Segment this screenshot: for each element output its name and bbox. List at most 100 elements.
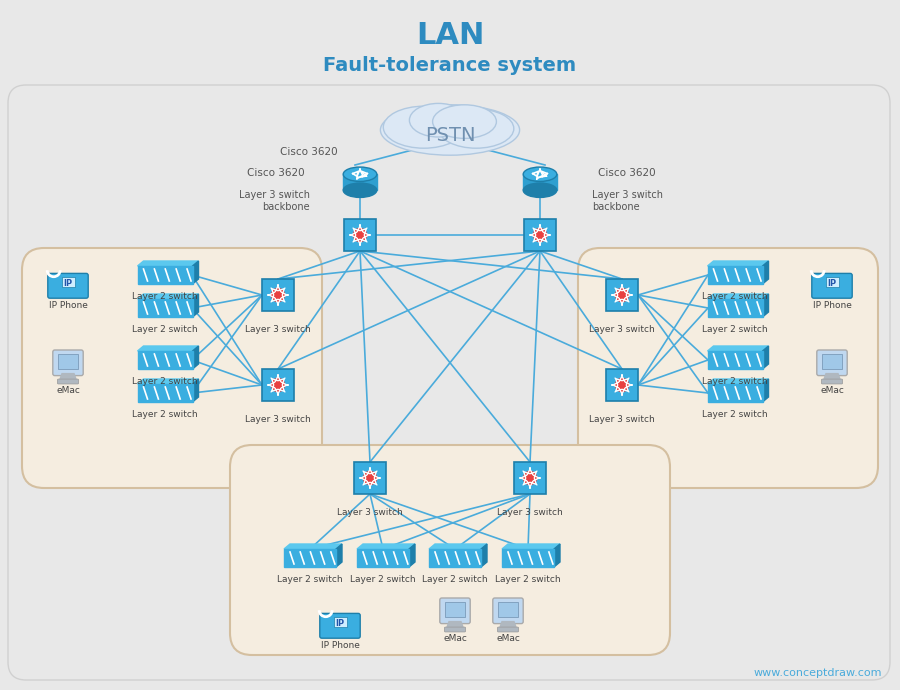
Polygon shape	[138, 294, 199, 299]
Text: Layer 3 switch: Layer 3 switch	[338, 508, 403, 517]
Ellipse shape	[383, 106, 464, 148]
Polygon shape	[138, 351, 193, 369]
Text: Fault-tolerance system: Fault-tolerance system	[323, 55, 577, 75]
Text: eMac: eMac	[496, 633, 520, 642]
Polygon shape	[138, 261, 199, 266]
Circle shape	[364, 471, 376, 484]
Text: Layer 2 switch: Layer 2 switch	[702, 377, 768, 386]
FancyBboxPatch shape	[61, 277, 75, 287]
Text: IP Phone: IP Phone	[49, 302, 87, 310]
FancyBboxPatch shape	[607, 369, 637, 401]
Text: eMac: eMac	[56, 386, 80, 395]
Polygon shape	[193, 294, 199, 317]
FancyBboxPatch shape	[817, 350, 847, 375]
Text: Layer 2 switch: Layer 2 switch	[702, 292, 768, 301]
Text: Layer 2 switch: Layer 2 switch	[702, 325, 768, 334]
Polygon shape	[762, 379, 769, 402]
FancyBboxPatch shape	[578, 248, 878, 488]
Polygon shape	[707, 261, 769, 266]
Polygon shape	[707, 379, 769, 384]
Text: Layer 3 switch: Layer 3 switch	[590, 415, 655, 424]
Polygon shape	[429, 549, 481, 567]
FancyBboxPatch shape	[440, 598, 470, 624]
Circle shape	[354, 228, 366, 242]
Text: eMac: eMac	[443, 633, 467, 642]
Circle shape	[272, 378, 284, 391]
Polygon shape	[59, 373, 76, 380]
Text: Layer 2 switch: Layer 2 switch	[422, 575, 488, 584]
Text: Layer 2 switch: Layer 2 switch	[132, 325, 198, 334]
Circle shape	[616, 288, 628, 302]
Polygon shape	[193, 379, 199, 402]
Text: Layer 2 switch: Layer 2 switch	[132, 410, 198, 419]
Ellipse shape	[343, 183, 377, 197]
Ellipse shape	[523, 167, 557, 181]
FancyBboxPatch shape	[58, 379, 78, 384]
FancyBboxPatch shape	[445, 627, 465, 632]
Polygon shape	[193, 346, 199, 369]
Text: Cisco 3620: Cisco 3620	[598, 168, 655, 178]
Polygon shape	[409, 544, 415, 567]
Polygon shape	[523, 175, 557, 190]
FancyBboxPatch shape	[48, 273, 88, 298]
Polygon shape	[707, 294, 769, 299]
Circle shape	[616, 378, 628, 391]
FancyBboxPatch shape	[812, 273, 852, 298]
Text: Cisco 3620: Cisco 3620	[280, 147, 338, 157]
Ellipse shape	[343, 167, 377, 181]
Polygon shape	[446, 622, 464, 628]
Polygon shape	[707, 351, 762, 369]
Text: www.conceptdraw.com: www.conceptdraw.com	[753, 668, 882, 678]
Polygon shape	[762, 261, 769, 284]
Polygon shape	[429, 544, 487, 549]
Polygon shape	[138, 266, 193, 284]
Text: IP Phone: IP Phone	[320, 642, 359, 651]
Text: Layer 2 switch: Layer 2 switch	[495, 575, 561, 584]
Ellipse shape	[433, 105, 497, 139]
Polygon shape	[824, 373, 841, 380]
FancyBboxPatch shape	[320, 613, 360, 638]
Text: Layer 3 switch: Layer 3 switch	[245, 325, 310, 334]
Polygon shape	[502, 544, 560, 549]
FancyBboxPatch shape	[825, 277, 839, 287]
FancyBboxPatch shape	[607, 279, 637, 311]
FancyBboxPatch shape	[58, 354, 77, 369]
Text: IP: IP	[827, 279, 837, 288]
FancyBboxPatch shape	[355, 462, 385, 493]
Text: Layer 3 switch
backbone: Layer 3 switch backbone	[592, 190, 663, 212]
FancyBboxPatch shape	[499, 602, 517, 618]
Polygon shape	[707, 266, 762, 284]
FancyBboxPatch shape	[22, 248, 322, 488]
FancyBboxPatch shape	[823, 354, 842, 369]
Polygon shape	[284, 544, 342, 549]
FancyBboxPatch shape	[263, 279, 293, 311]
FancyBboxPatch shape	[493, 598, 523, 624]
Text: eMac: eMac	[820, 386, 844, 395]
Polygon shape	[138, 379, 199, 384]
Polygon shape	[284, 549, 336, 567]
FancyBboxPatch shape	[263, 369, 293, 401]
Polygon shape	[193, 261, 199, 284]
Polygon shape	[357, 549, 409, 567]
Text: IP: IP	[63, 279, 73, 288]
Text: Layer 3 switch: Layer 3 switch	[497, 508, 562, 517]
Text: Layer 3 switch: Layer 3 switch	[245, 415, 310, 424]
Ellipse shape	[410, 104, 467, 137]
Polygon shape	[554, 544, 560, 567]
Text: Layer 2 switch: Layer 2 switch	[702, 410, 768, 419]
Polygon shape	[707, 346, 769, 351]
Polygon shape	[138, 384, 193, 402]
Polygon shape	[343, 175, 377, 190]
Text: Layer 3 switch: Layer 3 switch	[590, 325, 655, 334]
Polygon shape	[357, 544, 415, 549]
FancyBboxPatch shape	[498, 627, 518, 632]
Polygon shape	[336, 544, 342, 567]
Polygon shape	[707, 299, 762, 317]
Circle shape	[272, 288, 284, 302]
Circle shape	[534, 228, 546, 242]
Polygon shape	[138, 346, 199, 351]
Polygon shape	[502, 549, 554, 567]
Ellipse shape	[438, 109, 514, 148]
FancyBboxPatch shape	[53, 350, 83, 375]
Text: Layer 2 switch: Layer 2 switch	[277, 575, 343, 584]
